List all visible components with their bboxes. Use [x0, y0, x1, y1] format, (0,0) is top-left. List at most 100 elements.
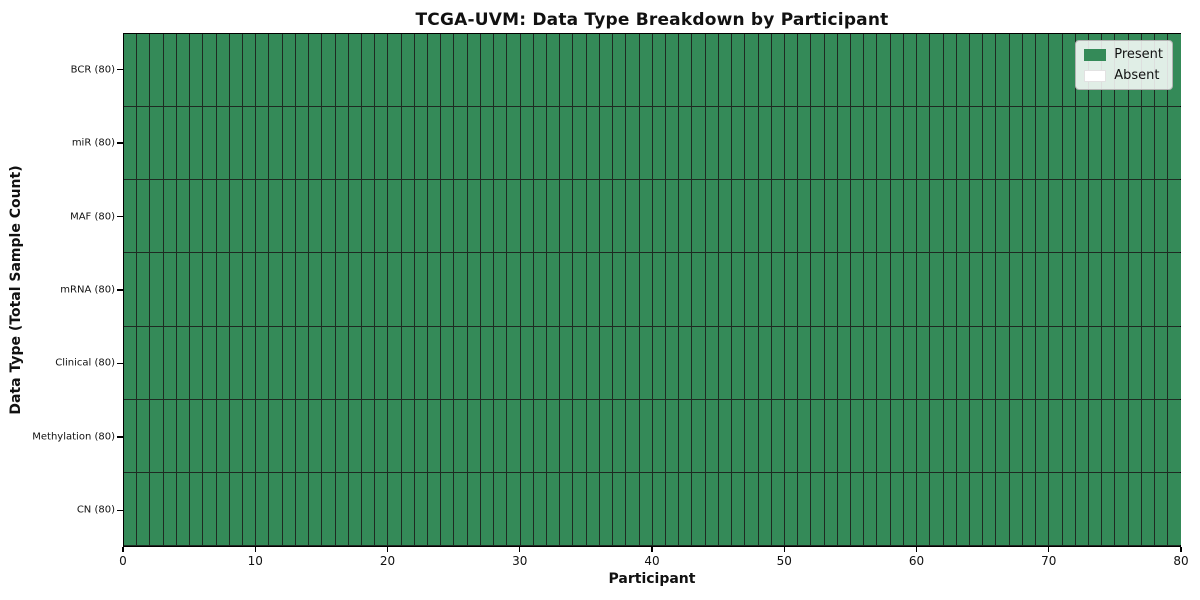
heatmap-cell [1009, 326, 1023, 399]
heatmap-cell [1049, 34, 1063, 107]
heatmap-cell [1075, 107, 1089, 180]
heatmap-cell [1088, 472, 1103, 545]
heatmap-cell [1168, 326, 1181, 399]
heatmap-cell [626, 399, 640, 472]
heatmap-cell [507, 180, 521, 253]
x-tick-mark [915, 547, 918, 552]
heatmap-cell [665, 253, 680, 326]
heatmap-cell [1049, 399, 1063, 472]
heatmap-cell [163, 472, 177, 545]
heatmap-cell [282, 34, 296, 107]
heatmap-cell [388, 326, 402, 399]
heatmap-cell [428, 180, 442, 253]
heatmap-cell [758, 107, 772, 180]
heatmap-cell [203, 34, 217, 107]
heatmap-cell [599, 399, 614, 472]
heatmap-cell [137, 399, 151, 472]
heatmap-cell [467, 180, 481, 253]
heatmap-row [124, 107, 1181, 181]
heatmap-cell [877, 326, 891, 399]
heatmap-cell [520, 107, 534, 180]
x-tick-label: 20 [379, 554, 396, 568]
x-tick-label: 10 [247, 554, 263, 568]
heatmap-cell [705, 399, 719, 472]
heatmap-cell [599, 253, 614, 326]
heatmap-cell [586, 107, 600, 180]
heatmap-cell [811, 472, 825, 545]
heatmap-cell [1062, 326, 1076, 399]
heatmap-cell [1155, 472, 1169, 545]
heatmap-cell [348, 472, 362, 545]
heatmap-cell [335, 326, 349, 399]
heatmap-cell [692, 399, 706, 472]
heatmap-cell [586, 326, 600, 399]
heatmap-cell [983, 180, 997, 253]
heatmap-cell [1155, 399, 1169, 472]
heatmap-cell [705, 180, 719, 253]
heatmap-cell [375, 107, 389, 180]
heatmap-cell [494, 253, 508, 326]
heatmap-cell [256, 107, 270, 180]
heatmap-cell [295, 180, 310, 253]
heatmap-cell [533, 472, 547, 545]
heatmap-cell [547, 326, 561, 399]
heatmap-cell [970, 180, 984, 253]
heatmap-cell [798, 107, 812, 180]
heatmap-cell [203, 326, 217, 399]
heatmap-cell [798, 472, 812, 545]
heatmap-cell [573, 326, 587, 399]
heatmap-cell [1036, 472, 1050, 545]
heatmap-cell [401, 326, 415, 399]
heatmap-cell [930, 34, 944, 107]
x-tick-label: 70 [1041, 554, 1057, 568]
heatmap-cell [1155, 180, 1169, 253]
heatmap-cell [137, 107, 151, 180]
y-tick-mark [117, 215, 123, 218]
heatmap-cell [943, 326, 957, 399]
heatmap-cell [388, 472, 402, 545]
heatmap-cell [639, 253, 653, 326]
x-tick-mark [122, 547, 124, 552]
heatmap-cell [996, 107, 1010, 180]
heatmap-cell [361, 180, 376, 253]
heatmap-cell [1036, 399, 1050, 472]
heatmap-cell [903, 180, 918, 253]
heatmap-cell [851, 326, 865, 399]
heatmap-cell [903, 472, 918, 545]
heatmap-cell [877, 107, 891, 180]
heatmap-cell [679, 180, 693, 253]
heatmap-cell [956, 399, 970, 472]
heatmap-cell [1141, 253, 1156, 326]
y-tick-label: Methylation (80) [32, 431, 115, 443]
heatmap-cell [930, 472, 944, 545]
heatmap-cell [732, 34, 746, 107]
heatmap-cell [613, 180, 627, 253]
x-axis-label: Participant [608, 571, 696, 587]
heatmap-cell [1128, 107, 1142, 180]
heatmap-cell [586, 399, 600, 472]
heatmap-cell [454, 399, 468, 472]
heatmap-cell [1115, 180, 1129, 253]
heatmap-cell [573, 34, 587, 107]
heatmap-cell [956, 180, 970, 253]
heatmap-cell [560, 399, 574, 472]
heatmap-cell [784, 472, 799, 545]
heatmap-cell [480, 326, 495, 399]
heatmap-cell [745, 253, 759, 326]
heatmap-cell [401, 107, 415, 180]
heatmap-cell [176, 472, 191, 545]
heatmap-cell [216, 107, 230, 180]
heatmap-cell [1009, 107, 1023, 180]
heatmap-cell [507, 472, 521, 545]
heatmap-cell [533, 34, 547, 107]
heatmap-cell [692, 34, 706, 107]
heatmap-cell [1075, 253, 1089, 326]
heatmap-cell [1168, 472, 1181, 545]
heatmap-cell [414, 180, 429, 253]
heatmap-cell [124, 253, 138, 326]
heatmap-cell [190, 399, 204, 472]
heatmap-cell [956, 253, 970, 326]
heatmap-cell [560, 253, 574, 326]
heatmap-cell [229, 399, 243, 472]
x-tick-label: 50 [776, 554, 792, 568]
